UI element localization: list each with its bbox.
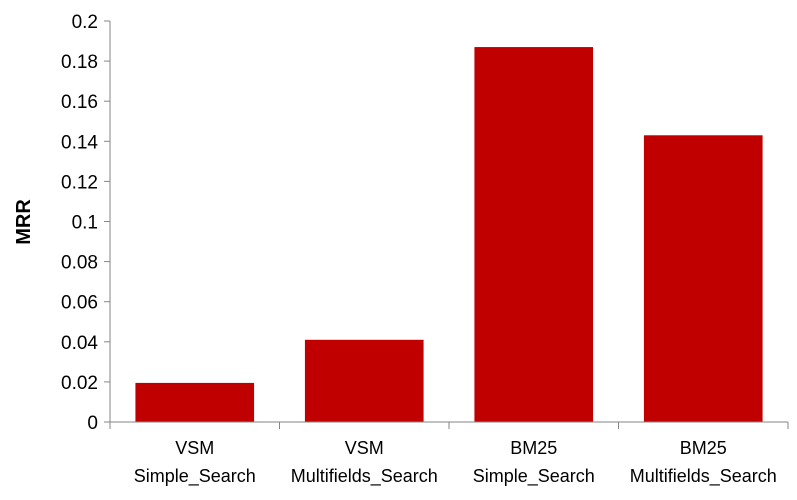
x-category-label: Simple_Search (134, 466, 256, 487)
y-tick-label: 0.04 (61, 333, 98, 354)
y-tick-label: 0.02 (61, 373, 98, 394)
x-category-label: Multifields_Search (291, 466, 438, 487)
y-tick-label: 0.2 (72, 12, 98, 33)
y-tick-label: 0.08 (61, 253, 98, 274)
x-category-label: VSM (175, 438, 214, 458)
y-axis-ticks: 0 0.02 0.04 0.06 0.08 0.1 0.12 0.14 0.16 0.18 0.2 (61, 12, 110, 434)
y-tick-label: 0.18 (61, 52, 98, 73)
y-tick-label: 0.16 (61, 92, 98, 113)
y-tick-label: 0.06 (61, 293, 98, 314)
bar (643, 135, 763, 422)
y-tick-label: 0.12 (61, 172, 98, 193)
y-axis-title: MRR (13, 199, 35, 245)
x-category-label: VSM (345, 438, 384, 458)
bar (304, 339, 424, 422)
x-category-label: Multifields_Search (630, 466, 777, 487)
x-category-label: Simple_Search (473, 466, 595, 487)
bar (135, 382, 255, 422)
x-axis-categories: VSM Simple_Search VSM Multifields_Search BM2… (134, 438, 777, 487)
x-category-label: BM25 (680, 438, 727, 458)
bar (474, 47, 594, 422)
bars (135, 47, 763, 422)
y-tick-label: 0.14 (61, 132, 98, 153)
y-tick-label: 0.1 (72, 213, 98, 234)
x-category-label: BM25 (510, 438, 557, 458)
y-tick-label: 0 (87, 413, 98, 434)
axes (109, 21, 789, 429)
